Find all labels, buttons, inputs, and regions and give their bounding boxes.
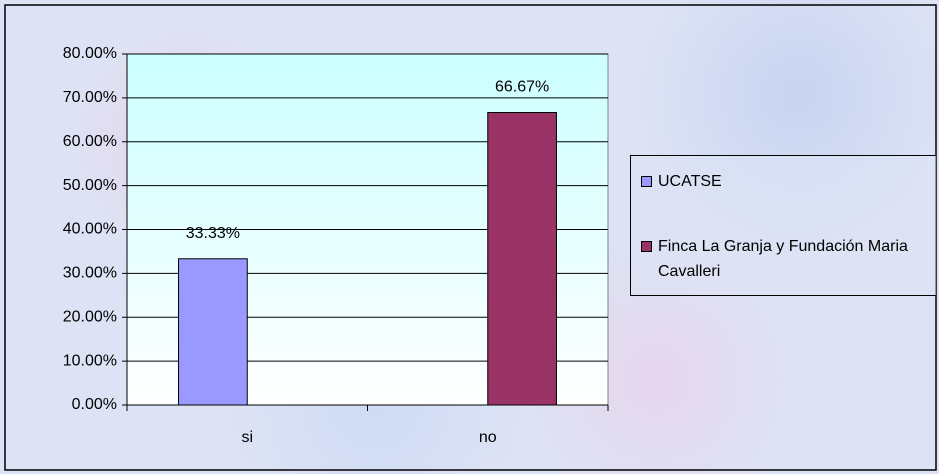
bar xyxy=(487,111,557,406)
x-tick-label: si xyxy=(241,429,253,446)
legend-label: Finca La Granja y Fundación Maria Cavall… xyxy=(658,238,908,280)
y-tick-label: 60.00% xyxy=(63,133,117,150)
y-tick-label: 80.00% xyxy=(63,45,117,62)
y-tick-label: 30.00% xyxy=(63,265,117,282)
legend-swatch xyxy=(641,176,652,187)
legend-swatch xyxy=(641,241,652,252)
legend-label: UCATSE xyxy=(658,173,722,190)
y-tick-label: 20.00% xyxy=(63,308,117,325)
data-label: 66.67% xyxy=(495,79,549,96)
y-tick-label: 50.00% xyxy=(63,177,117,194)
y-tick-label: 0.00% xyxy=(72,396,117,413)
legend-entry: UCATSE xyxy=(641,169,936,194)
x-tick-label: no xyxy=(479,429,497,446)
data-label: 33.33% xyxy=(186,225,240,242)
chart-border xyxy=(4,4,937,471)
y-tick-label: 10.00% xyxy=(63,352,117,369)
legend: UCATSE Finca La Granja y Fundación Maria … xyxy=(630,155,936,296)
bar xyxy=(178,258,248,406)
y-tick-label: 70.00% xyxy=(63,89,117,106)
legend-entry: Finca La Granja y Fundación Maria Cavall… xyxy=(641,234,936,284)
y-tick-label: 40.00% xyxy=(63,221,117,238)
